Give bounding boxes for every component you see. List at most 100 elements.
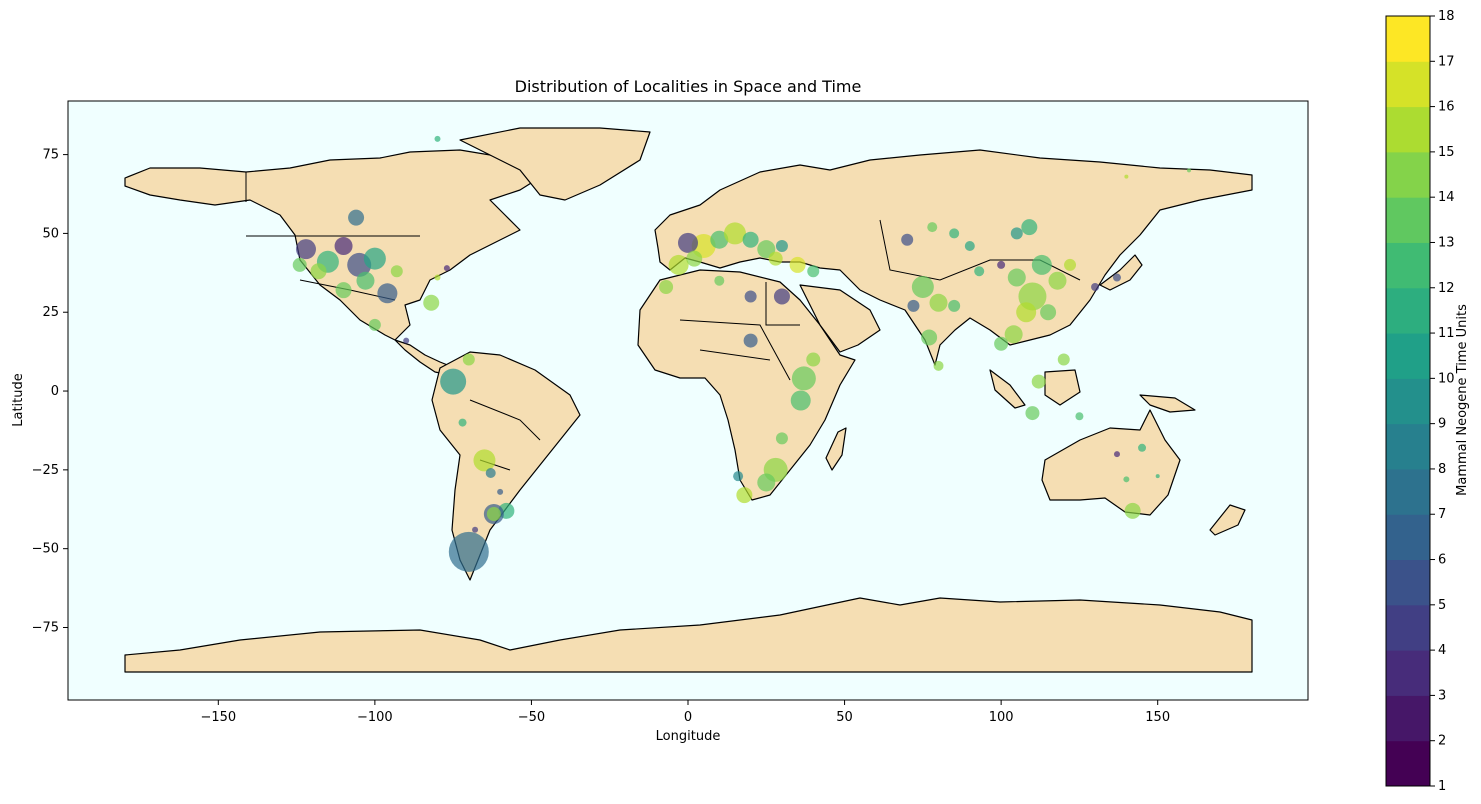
chart-title: Distribution of Localities in Space and … <box>515 77 862 96</box>
locality-point <box>723 222 746 245</box>
locality-point <box>775 432 788 445</box>
land-borneo <box>1044 369 1081 406</box>
colorbar-tick-label: 10 <box>1438 371 1455 386</box>
land-japan <box>1099 254 1143 291</box>
locality-point <box>1124 174 1129 179</box>
locality-point <box>714 275 725 286</box>
x-tick-label: 150 <box>1145 710 1170 725</box>
land-greenland <box>459 127 651 201</box>
colorbar-segment <box>1386 106 1430 153</box>
locality-point <box>790 390 811 411</box>
colorbar-tick-label: 13 <box>1438 235 1455 250</box>
colorbar-segment <box>1386 333 1430 379</box>
locality-point <box>1031 254 1052 275</box>
locality-point <box>948 299 961 312</box>
locality-point <box>462 353 475 366</box>
colorbar-tick-label: 7 <box>1438 507 1446 522</box>
colorbar-segment <box>1386 16 1430 62</box>
locality-point <box>1155 474 1160 479</box>
locality-point <box>485 468 496 479</box>
colorbar-tick-label: 14 <box>1438 190 1455 205</box>
colorbar-segment <box>1386 423 1430 470</box>
colorbar-segment <box>1386 378 1430 425</box>
locality-point <box>458 418 467 427</box>
colorbar-frame <box>1385 15 1431 787</box>
colorbar-tick-label: 15 <box>1438 145 1455 160</box>
colorbar-segment <box>1386 514 1430 561</box>
colorbar-tick-label: 4 <box>1438 643 1446 658</box>
colorbar-segment <box>1386 61 1430 108</box>
locality-point <box>744 290 757 303</box>
locality-point <box>742 231 759 248</box>
locality-point <box>1048 271 1067 290</box>
locality-point <box>473 449 496 472</box>
locality-point <box>1091 283 1100 292</box>
locality-point <box>443 265 450 272</box>
locality-point <box>1064 258 1077 271</box>
land-new-zealand <box>1209 504 1246 536</box>
y-tick-label: 75 <box>42 148 59 163</box>
y-axis-label: Latitude <box>11 373 26 427</box>
locality-point <box>1123 476 1130 483</box>
locality-point <box>757 473 776 492</box>
colorbar-tick-label: 18 <box>1438 9 1455 24</box>
land-arabia <box>799 284 881 353</box>
colorbar-tick-label: 17 <box>1438 54 1455 69</box>
locality-point <box>334 237 353 256</box>
locality-point <box>390 265 403 278</box>
y-tick-label: 50 <box>42 226 59 241</box>
locality-point <box>710 230 729 249</box>
locality-point <box>921 329 938 346</box>
land-sumatra <box>989 369 1026 409</box>
locality-point <box>743 333 758 348</box>
colorbar-segment <box>1386 559 1430 606</box>
locality-point <box>927 222 938 233</box>
locality-point <box>668 254 689 275</box>
locality-point <box>1010 227 1023 240</box>
locality-point <box>964 241 975 252</box>
locality-point <box>1075 412 1084 421</box>
locality-point <box>901 233 914 246</box>
locality-point <box>1113 451 1120 458</box>
locality-point <box>1004 325 1023 344</box>
colorbar-segment <box>1386 695 1430 742</box>
colorbar-tick-label: 1 <box>1438 779 1446 794</box>
locality-point <box>1112 273 1121 282</box>
locality-point <box>1124 502 1141 519</box>
x-tick-label: 100 <box>989 710 1014 725</box>
locality-point <box>791 366 816 391</box>
x-tick-label: −150 <box>200 710 236 725</box>
y-tick-label: −50 <box>32 542 59 557</box>
border-egypt-libya <box>765 282 800 326</box>
x-axis-label: Longitude <box>656 729 721 744</box>
land-madagascar <box>825 427 847 471</box>
locality-point <box>486 506 501 521</box>
locality-point <box>806 352 821 367</box>
locality-point <box>1040 304 1057 321</box>
locality-point <box>1025 406 1040 421</box>
locality-point <box>423 294 440 311</box>
land-eurasia <box>654 149 1253 366</box>
x-tick-label: 50 <box>836 710 853 725</box>
colorbar-segment <box>1386 740 1430 787</box>
locality-point <box>472 526 479 533</box>
locality-point <box>310 263 327 280</box>
locality-point <box>1187 168 1192 173</box>
locality-point <box>348 209 365 226</box>
x-tick-label: 0 <box>684 710 692 725</box>
locality-point <box>440 368 467 395</box>
locality-point <box>733 471 744 482</box>
locality-point <box>1031 374 1046 389</box>
colorbar-segment <box>1386 287 1430 334</box>
colorbar-segment <box>1386 604 1430 651</box>
locality-point <box>1016 302 1037 323</box>
locality-point <box>789 256 806 273</box>
x-tick-label: −50 <box>518 710 545 725</box>
locality-point <box>736 487 753 504</box>
y-axis-ticks: −75 −50 −25 0 25 50 75 <box>32 148 68 635</box>
colorbar-tick-label: 3 <box>1438 688 1446 703</box>
locality-point <box>356 271 375 290</box>
locality-point <box>773 288 790 305</box>
